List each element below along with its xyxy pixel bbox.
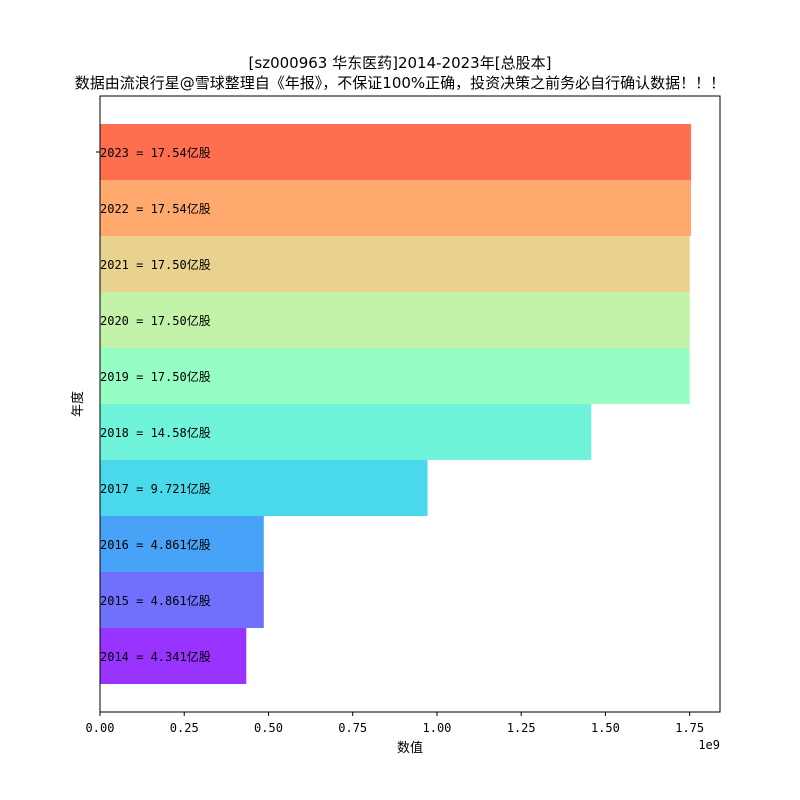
bar xyxy=(100,348,690,404)
x-tick-label: 0.75 xyxy=(338,721,367,735)
bar-label: 2016 = 4.861亿股 xyxy=(100,537,211,552)
bar-label: 2014 = 4.341亿股 xyxy=(100,649,211,664)
bar xyxy=(100,404,592,460)
x-tick-label: 0.00 xyxy=(86,721,115,735)
bar xyxy=(100,516,264,572)
bar-label: 2019 = 17.50亿股 xyxy=(100,369,211,384)
x-tick-label: 1.50 xyxy=(591,721,620,735)
bar xyxy=(100,460,428,516)
x-axis-title: 数值 xyxy=(397,740,423,756)
bar-label: 2020 = 17.50亿股 xyxy=(100,313,211,328)
chart-title: [sz000963 华东医药]2014-2023年[总股本] xyxy=(248,54,552,72)
bar-label: 2015 = 4.861亿股 xyxy=(100,593,211,608)
bar xyxy=(100,572,264,628)
bar xyxy=(100,124,692,180)
bar-label: 2023 = 17.54亿股 xyxy=(100,145,211,160)
x-tick-label: 0.50 xyxy=(254,721,283,735)
bar-label: 2018 = 14.58亿股 xyxy=(100,425,211,440)
plot-frame xyxy=(99,95,721,713)
x-axis-multiplier: 1e9 xyxy=(698,738,720,752)
bar xyxy=(100,292,690,348)
bar xyxy=(100,628,247,684)
bar xyxy=(100,236,690,292)
x-tick-label: 1.00 xyxy=(423,721,452,735)
y-axis-title: 年度 xyxy=(70,391,86,417)
x-tick-label: 1.25 xyxy=(507,721,536,735)
bar-label: 2017 = 9.721亿股 xyxy=(100,481,211,496)
bar-label: 2021 = 17.50亿股 xyxy=(100,257,211,272)
x-tick-label: 1.75 xyxy=(675,721,704,735)
x-tick-label: 0.25 xyxy=(170,721,199,735)
bar xyxy=(100,180,692,236)
chart-subtitle: 数据由流浪行星@雪球整理自《年报》，不保证100%正确，投资决策之前务必自行确认… xyxy=(74,74,726,92)
bar-label: 2022 = 17.54亿股 xyxy=(100,201,211,216)
